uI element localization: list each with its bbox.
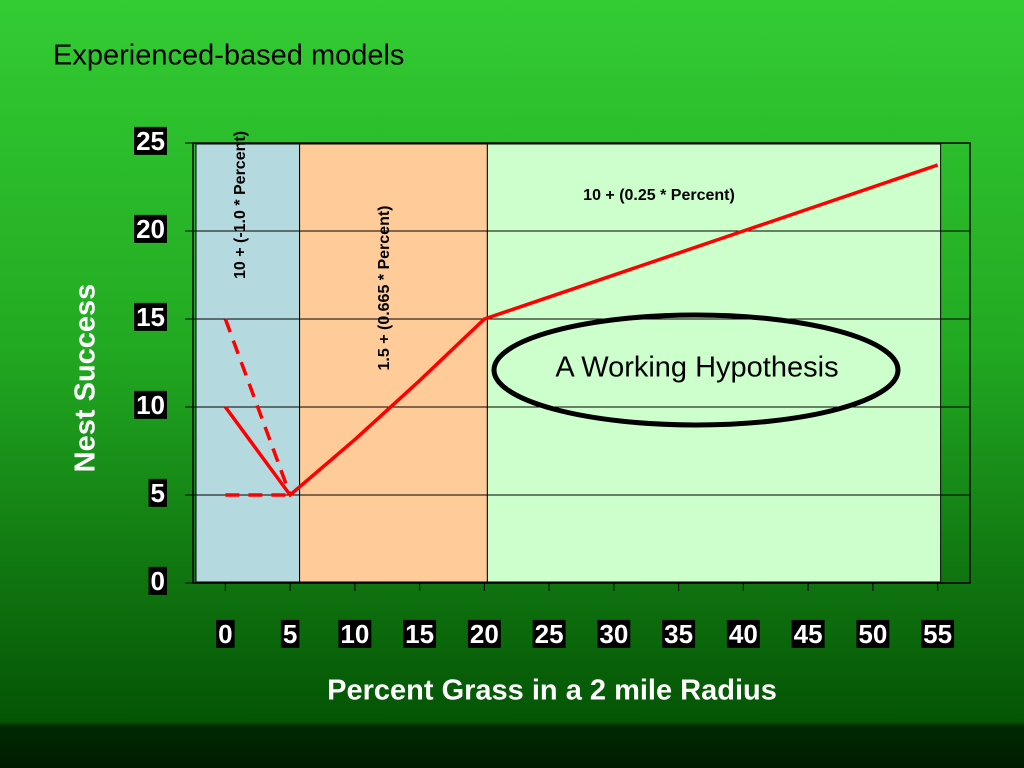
slide-title: Experienced-based models — [53, 40, 404, 72]
tick-label-box — [856, 619, 890, 648]
x-tick-label: 55 — [923, 619, 952, 649]
plot: 0 5 10 15 20 25 0 5 10 15 20 25 30 35 40 45 50 55 — [134, 126, 971, 649]
x-tick-label: 45 — [794, 619, 823, 649]
tick-label-box — [134, 302, 167, 331]
y-tick-label: 25 — [136, 126, 165, 156]
tick-label-box — [662, 619, 696, 648]
line-series — [223, 163, 939, 498]
annotation: A Working Hypothesis — [555, 352, 838, 384]
y-axis-label: Nest Success — [70, 284, 102, 473]
tick-label-box — [467, 619, 501, 648]
y-tick-label: 15 — [136, 302, 165, 332]
tick-label-box — [134, 214, 167, 243]
region — [486, 143, 942, 583]
x-tick-label: 10 — [340, 619, 369, 649]
tick-label-box — [726, 619, 760, 648]
y-tick-label: 10 — [136, 390, 165, 420]
x-tick-label: 35 — [664, 619, 693, 649]
plot-frame — [192, 142, 971, 584]
tick-label-box — [148, 566, 167, 595]
x-tick-label: 30 — [599, 619, 628, 649]
x-tick-label: 5 — [283, 619, 297, 649]
tick-label-box — [921, 619, 955, 648]
tick-label-box — [338, 619, 372, 648]
tick-label-box — [134, 126, 167, 155]
y-tick-label: 20 — [136, 214, 165, 244]
tick-label-box — [280, 619, 300, 648]
x-tick-label: 0 — [218, 619, 232, 649]
tick-label-box — [134, 390, 167, 419]
x-tick-label: 25 — [535, 619, 564, 649]
tick-label-box — [597, 619, 631, 648]
x-tick-label: 40 — [729, 619, 758, 649]
line-series — [223, 318, 292, 496]
annotation: 10 + (-1.0 * Percent) — [232, 131, 249, 279]
region — [299, 143, 488, 583]
y-tick-label: 0 — [151, 566, 165, 596]
x-axis-label: Percent Grass in a 2 mile Radius — [327, 675, 777, 707]
tick-label-box — [148, 478, 167, 507]
annotation: 10 + (0.25 * Percent) — [583, 187, 735, 204]
tick-label-box — [791, 619, 825, 648]
region — [195, 143, 301, 583]
hypothesis-ellipse — [491, 312, 901, 428]
tick-label-box — [532, 619, 566, 648]
tick-label-box — [216, 619, 235, 648]
tick-label-box — [403, 619, 437, 648]
x-tick-label: 50 — [858, 619, 887, 649]
x-tick-label: 15 — [405, 619, 434, 649]
annotation: 1.5 + (0.665 * Percent) — [376, 206, 393, 371]
y-tick-label: 5 — [151, 478, 165, 508]
x-tick-label: 20 — [470, 619, 499, 649]
